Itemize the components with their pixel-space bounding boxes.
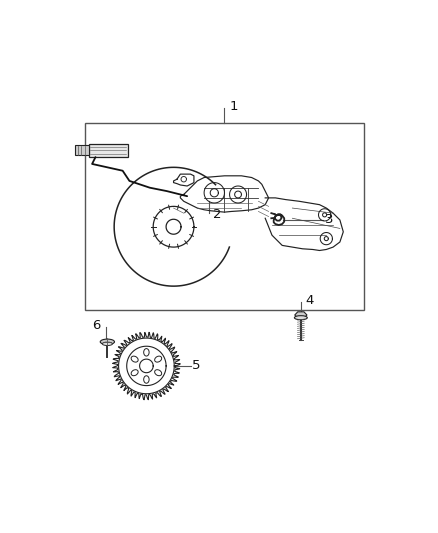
Ellipse shape [155,356,162,362]
Ellipse shape [102,342,113,345]
Ellipse shape [155,370,162,376]
Ellipse shape [100,339,114,344]
Text: 2: 2 [212,208,221,221]
Bar [88,143,128,157]
Text: 4: 4 [305,294,313,307]
Ellipse shape [294,316,307,320]
Polygon shape [295,312,307,318]
Ellipse shape [131,356,138,362]
Bar [85,123,364,310]
Text: 6: 6 [92,319,100,332]
Bar [75,146,88,156]
Text: 1: 1 [230,100,238,114]
Ellipse shape [131,370,138,376]
Ellipse shape [144,376,149,383]
Ellipse shape [144,349,149,356]
Text: 3: 3 [325,213,333,227]
Text: 5: 5 [192,359,201,373]
